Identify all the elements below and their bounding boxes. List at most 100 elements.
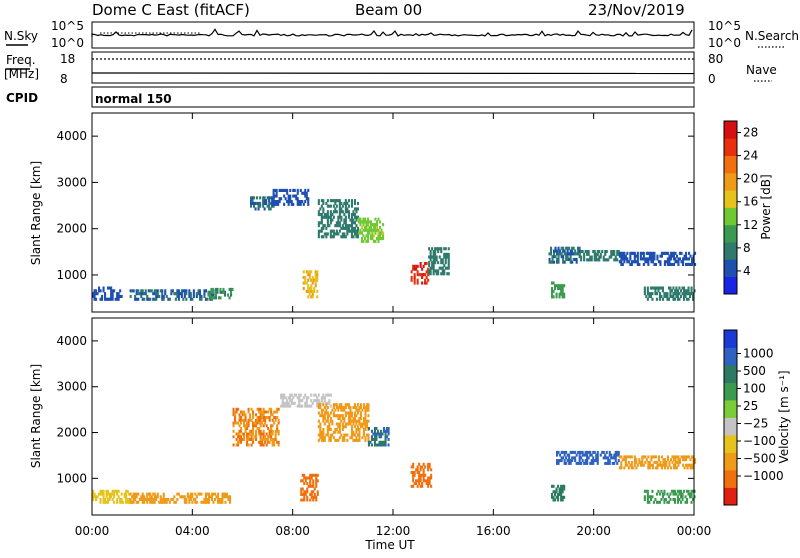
colorbar-tick-label: −100: [743, 434, 776, 448]
colorbar-tick-label: 24: [743, 149, 758, 163]
power-y-ticks: 1000 2000 3000 4000: [56, 129, 694, 282]
colorbar-tick-label: −25: [743, 417, 768, 431]
power-x-ticks: [91, 113, 695, 312]
echo-region-8: [551, 484, 566, 502]
y-tick-label: 3000: [56, 380, 87, 394]
colorbar-segment: [724, 121, 737, 139]
echo-region-4: [272, 188, 310, 206]
echo-region-9: [556, 450, 620, 465]
nave-label: Nave: [746, 63, 777, 77]
velocity-y-axis-label: Slant Range [km]: [29, 364, 43, 468]
colorbar-segment: [724, 207, 737, 226]
cpid-program: normal 150: [95, 92, 172, 106]
velocity-echoes: [92, 393, 697, 504]
echo-region-6: [317, 199, 359, 239]
echo-region-4: [300, 473, 319, 502]
echo-region-0: [92, 489, 131, 504]
colorbar-tick-label: 500: [743, 364, 766, 378]
colorbar-segment: [724, 417, 737, 436]
colorbar-segment: [724, 172, 737, 191]
x-tick-label: 00:00: [75, 524, 110, 538]
colorbar-tick-label: 12: [743, 218, 758, 232]
velocity-y-ticks: 1000 2000 3000 4000: [56, 334, 694, 485]
noise-panel: N.Sky 10^5 10^0 10^5 10^0 N.Search: [4, 19, 799, 50]
y-tick-label: 1000: [56, 268, 87, 282]
nsearch-tick-top: 10^5: [708, 19, 741, 33]
echo-region-10: [618, 455, 697, 470]
echo-region-6: [367, 427, 390, 447]
colorbar-tick-label: −500: [743, 452, 776, 466]
colorbar-segment: [724, 330, 737, 348]
y-tick-label: 4000: [56, 129, 87, 143]
nave-tick-top: 80: [708, 52, 723, 66]
nave-tick-bottom: 0: [708, 72, 716, 86]
colorbar-tick-label: 28: [743, 126, 758, 140]
nsky-tick-bottom: 10^0: [51, 36, 84, 50]
nsky-trace: [91, 28, 693, 37]
nsearch-label: N.Search: [745, 29, 799, 43]
echo-region-10: [548, 246, 581, 264]
power-echoes: [92, 188, 697, 301]
echo-region-1: [129, 492, 232, 504]
cpid-panel: CPID normal 150: [6, 86, 695, 108]
colorbar-segment: [724, 242, 737, 260]
echo-region-9: [428, 247, 450, 276]
echo-region-0: [92, 286, 123, 301]
power-colorbar-label: Power [dB]: [759, 174, 773, 239]
colorbar-tick-label: −1000: [743, 469, 784, 483]
power-colorbar: 4 8 12 16 20 24 28 Power [dB]: [723, 120, 773, 295]
velocity-colorbar-label: Velocity [m s⁻¹]: [777, 370, 791, 463]
x-tick-label: 08:00: [275, 524, 310, 538]
echo-region-14: [551, 281, 566, 299]
colorbar-tick-label: 8: [743, 241, 751, 255]
date-label: 23/Nov/2019: [588, 1, 685, 19]
colorbar-segment: [724, 382, 737, 401]
nsky-label: N.Sky: [4, 29, 38, 43]
colorbar-tick-label: 20: [743, 172, 758, 186]
velocity-x-ticks: 00:00 04:00 08:00 12:00 16:00 20:00 00:00: [75, 318, 712, 538]
echo-region-7: [357, 217, 385, 243]
echo-region-2: [232, 407, 280, 447]
echo-region-13: [643, 286, 696, 301]
x-tick-label: 20:00: [576, 524, 611, 538]
colorbar-segment: [724, 190, 737, 208]
nsky-tick-top: 10^5: [51, 19, 84, 33]
colorbar-segment: [724, 276, 737, 295]
echo-region-2: [207, 287, 234, 300]
x-tick-label: 12:00: [376, 524, 411, 538]
colorbar-tick-label: 25: [743, 399, 758, 413]
nsearch-tick-bottom: 10^0: [708, 36, 741, 50]
velocity-colorbar: 1000 500 100 25 −25 −100 −500 −1000 Velocity [m…: [723, 329, 791, 506]
colorbar-segment: [724, 224, 737, 243]
y-tick-label: 2000: [56, 222, 87, 236]
y-tick-label: 4000: [56, 334, 87, 348]
colorbar-segment: [724, 347, 737, 366]
echo-region-12: [618, 251, 697, 266]
frequency-panel: Freq. [MHz] 18 8 80 0 Nave: [4, 51, 777, 86]
colorbar-segment: [724, 435, 737, 453]
colorbar-segment: [724, 400, 737, 418]
colorbar-tick-label: 100: [743, 382, 766, 396]
colorbar-tick-label: 1000: [743, 347, 774, 361]
velocity-panel: 1000 2000 3000 4000 00:00 04:00 08:00 12:00 16:…: [29, 317, 712, 552]
freq-label: Freq.: [6, 53, 36, 67]
colorbar-segment: [724, 259, 737, 278]
freq-tick-bottom: 8: [60, 72, 68, 86]
colorbar-segment: [724, 452, 737, 471]
echo-region-1: [129, 289, 215, 301]
x-tick-label: 04:00: [175, 524, 210, 538]
x-tick-label: 16:00: [476, 524, 511, 538]
y-tick-label: 2000: [56, 426, 87, 440]
colorbar-segment: [724, 138, 737, 156]
y-tick-label: 3000: [56, 175, 87, 189]
x-tick-label: 00:00: [677, 524, 712, 538]
echo-region-5: [317, 403, 370, 442]
echo-region-5: [302, 270, 319, 299]
freq-unit-label: [MHz]: [4, 67, 39, 81]
colorbar-segment: [724, 487, 737, 506]
echo-region-7: [410, 462, 433, 488]
colorbar-tick-label: 16: [743, 195, 758, 209]
echo-region-8: [410, 262, 430, 285]
colorbar-segment: [724, 365, 737, 383]
